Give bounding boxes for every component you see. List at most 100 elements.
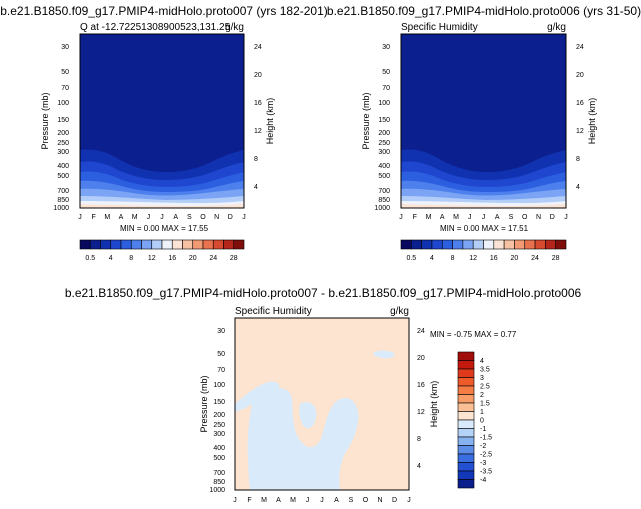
month-tick-label: M bbox=[426, 214, 432, 221]
panel1-ptick-200: 200 bbox=[57, 130, 69, 137]
panel2-colorbar: 0.5 4 8 12 16 20 24 28 bbox=[400, 239, 567, 262]
colorbar-label: 8 bbox=[129, 255, 133, 262]
colorbar-label: 12 bbox=[148, 255, 156, 262]
panel2-ptick-850: 850 bbox=[378, 197, 390, 204]
panel1-ptick-300: 300 bbox=[57, 149, 69, 156]
month-tick-label: J bbox=[468, 214, 472, 221]
panel-proto006: b.e21.B1850.f09_g17.PMIP4-midHolo.proto0… bbox=[327, 4, 641, 262]
colorbar-swatch bbox=[534, 239, 546, 250]
diff-colorbar-label: -3.5 bbox=[480, 469, 492, 476]
month-tick-label: S bbox=[187, 214, 192, 221]
month-tick-label: F bbox=[247, 497, 251, 504]
panel2-minmax: MIN = 0.00 MAX = 17.51 bbox=[440, 224, 529, 233]
panel2-units: g/kg bbox=[547, 22, 566, 33]
panel1-htick-24: 24 bbox=[254, 44, 262, 51]
panel3-ptick-250: 250 bbox=[213, 422, 225, 429]
diff-colorbar-label: 1 bbox=[480, 409, 484, 416]
panel-difference: b.e21.B1850.f09_g17.PMIP4-midHolo.proto0… bbox=[65, 286, 582, 504]
panel1-ylabel-right: Height (km) bbox=[265, 98, 275, 145]
colorbar-swatch bbox=[545, 239, 556, 250]
panel3-ptick-400: 400 bbox=[213, 445, 225, 452]
month-tick-label: N bbox=[214, 214, 219, 221]
month-tick-label: F bbox=[92, 214, 96, 221]
panel2-ptick-300: 300 bbox=[378, 149, 390, 156]
colorbar-swatch bbox=[171, 239, 183, 250]
colorbar-swatch bbox=[472, 239, 484, 250]
month-tick-label: N bbox=[377, 497, 382, 504]
diff-colorbar-label: 2.5 bbox=[480, 384, 490, 391]
panel1-ptick-70: 70 bbox=[61, 85, 69, 92]
panel3-ptick-30: 30 bbox=[217, 328, 225, 335]
colorbar-label: 12 bbox=[469, 255, 477, 262]
diff-colorbar-swatch bbox=[457, 453, 475, 463]
panel3-htick-12: 12 bbox=[417, 409, 425, 416]
diff-colorbar-swatch bbox=[457, 479, 475, 489]
panel1-ylabel: Pressure (mb) bbox=[40, 92, 50, 149]
colorbar-swatch bbox=[182, 239, 194, 250]
panel1-contour-band-8 bbox=[80, 204, 244, 208]
colorbar-label: 4 bbox=[430, 255, 434, 262]
panel2-left-ticks: 30 50 70 100 150 200 250 300 400 500 700… bbox=[374, 44, 390, 212]
diff-colorbar-label: 0 bbox=[480, 418, 484, 425]
panel2-subtitle: Specific Humidity bbox=[401, 22, 478, 33]
colorbar-swatch bbox=[223, 239, 235, 250]
panel2-frame bbox=[400, 33, 567, 209]
month-tick-label: J bbox=[399, 214, 403, 221]
panel2-ptick-200: 200 bbox=[378, 130, 390, 137]
month-tick-label: J bbox=[78, 214, 82, 221]
month-tick-label: M bbox=[261, 497, 267, 504]
month-tick-label: J bbox=[233, 497, 237, 504]
panel-proto007: b.e21.B1850.f09_g17.PMIP4-midHolo.proto0… bbox=[0, 4, 328, 262]
diff-colorbar-swatch bbox=[457, 470, 475, 480]
panel1-htick-16: 16 bbox=[254, 100, 262, 107]
colorbar-swatch bbox=[110, 239, 122, 250]
diff-colorbar-label: -2 bbox=[480, 443, 486, 450]
panel1-ptick-30: 30 bbox=[61, 44, 69, 51]
panel2-ptick-250: 250 bbox=[378, 140, 390, 147]
diff-colorbar-swatch bbox=[457, 385, 475, 395]
panel2-htick-12: 12 bbox=[576, 128, 584, 135]
panel2-htick-8: 8 bbox=[576, 156, 580, 163]
colorbar-swatch bbox=[452, 239, 464, 250]
colorbar-swatch bbox=[503, 239, 515, 250]
diff-colorbar-swatch bbox=[457, 351, 475, 361]
month-tick-label: J bbox=[306, 497, 310, 504]
panel3-ylabel-right: Height (km) bbox=[429, 381, 439, 428]
panel1-units: g/kg bbox=[225, 22, 244, 33]
panel2-htick-4: 4 bbox=[576, 184, 580, 191]
month-tick-label: M bbox=[132, 214, 138, 221]
panel3-ptick-1000: 1000 bbox=[209, 487, 225, 494]
month-tick-label: M bbox=[104, 214, 110, 221]
colorbar-swatch bbox=[79, 239, 91, 250]
panel3-ptick-50: 50 bbox=[217, 351, 225, 358]
panel2-ptick-50: 50 bbox=[382, 69, 390, 76]
panel3-ptick-300: 300 bbox=[213, 431, 225, 438]
month-tick-label: M bbox=[290, 497, 296, 504]
diff-colorbar-swatch bbox=[457, 428, 475, 438]
colorbar-swatch bbox=[555, 239, 567, 250]
month-tick-label: D bbox=[228, 214, 233, 221]
colorbar-swatch bbox=[212, 239, 224, 250]
panel1-ptick-700: 700 bbox=[57, 188, 69, 195]
diff-colorbar-swatch bbox=[457, 402, 475, 412]
colorbar-label: 16 bbox=[490, 255, 498, 262]
colorbar-label: 16 bbox=[168, 255, 176, 262]
month-tick-label: J bbox=[242, 214, 246, 221]
month-tick-label: A bbox=[119, 214, 124, 221]
panel1-ptick-400: 400 bbox=[57, 163, 69, 170]
panel1-frame bbox=[79, 33, 245, 209]
diff-colorbar-label: -4 bbox=[480, 477, 486, 484]
panel3-plot bbox=[234, 317, 410, 491]
colorbar-swatch bbox=[192, 239, 204, 250]
colorbar-label: 24 bbox=[531, 255, 539, 262]
month-tick-label: F bbox=[413, 214, 417, 221]
panel3-htick-8: 8 bbox=[417, 436, 421, 443]
panel2-ptick-100: 100 bbox=[378, 100, 390, 107]
month-tick-label: J bbox=[320, 497, 324, 504]
diff-colorbar-label: 4 bbox=[480, 358, 484, 365]
colorbar-swatch bbox=[151, 239, 163, 250]
